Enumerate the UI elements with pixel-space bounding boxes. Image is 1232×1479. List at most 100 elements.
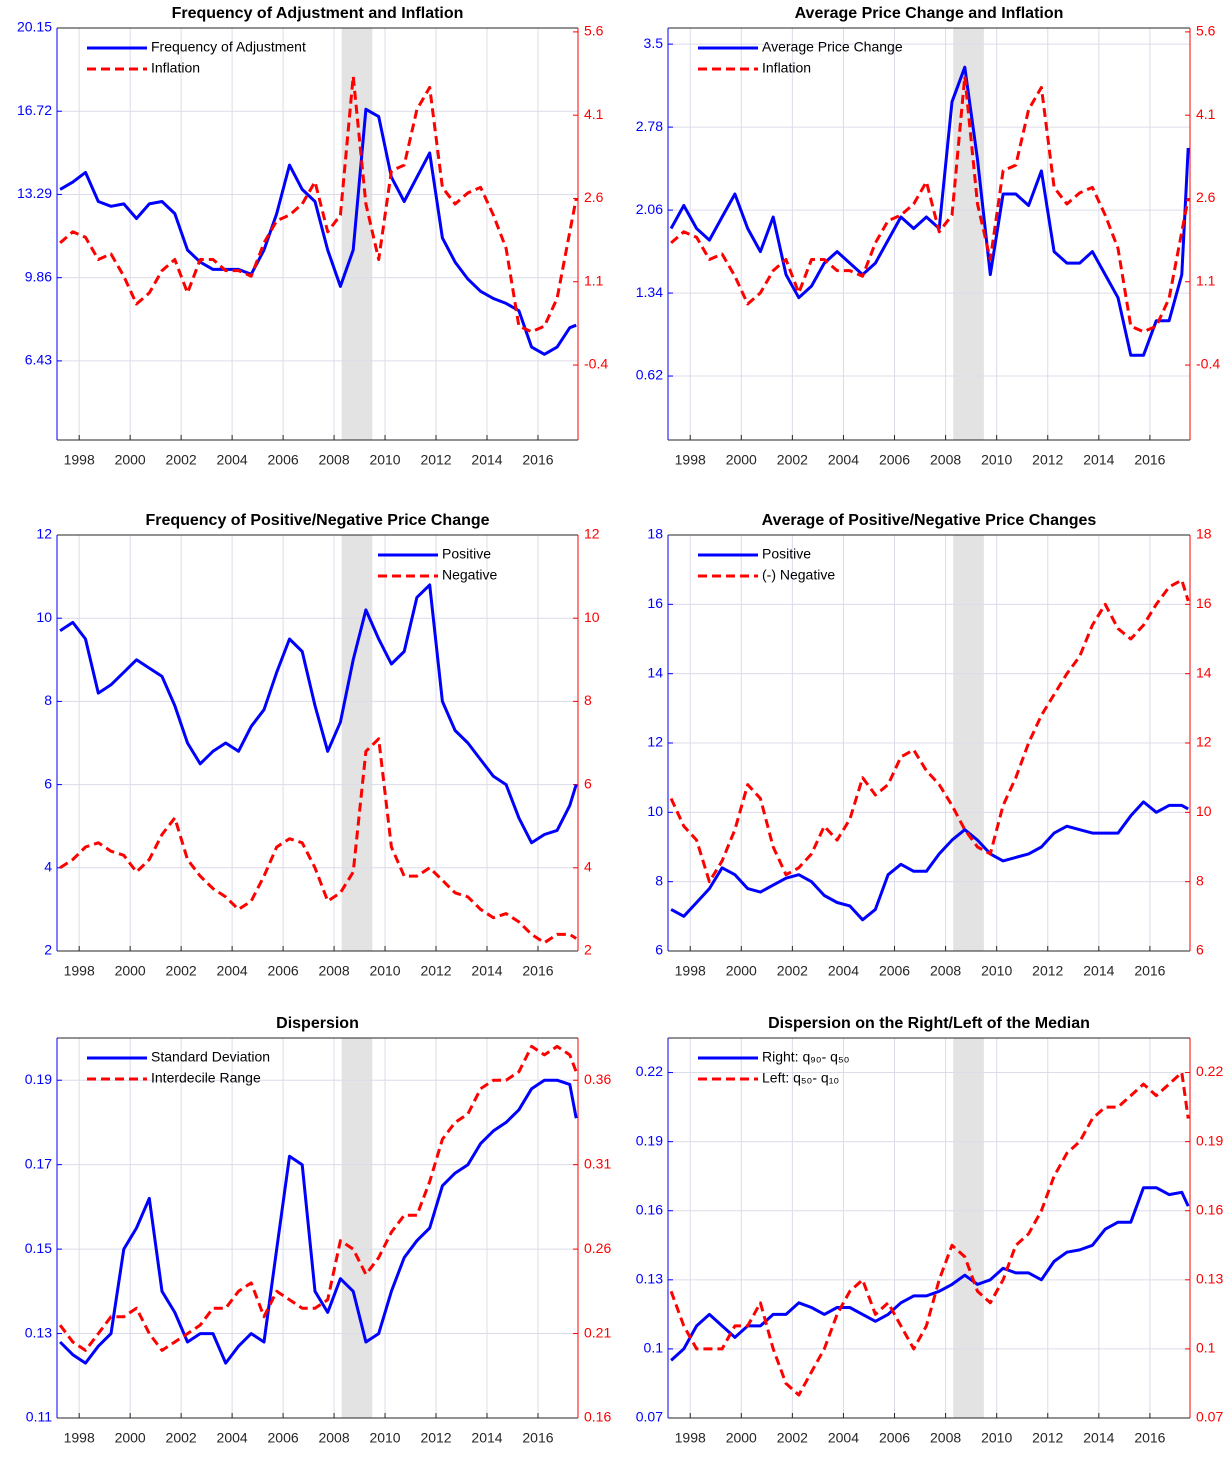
x-tick-label: 2008 (930, 963, 961, 979)
y-tick-label: 8 (44, 692, 52, 708)
y2-tick-label: 0.07 (1196, 1409, 1223, 1425)
legend-label: (-) Negative (762, 567, 835, 583)
y2-tick-label: 0.36 (584, 1071, 611, 1087)
y2-tick-label: 0.1 (1196, 1340, 1216, 1356)
x-tick-label: 2014 (1083, 1430, 1114, 1446)
y-tick-label: 13.29 (17, 185, 52, 201)
x-tick-label: 1998 (675, 963, 706, 979)
y2-tick-label: 4.1 (584, 106, 604, 122)
x-tick-label: 2000 (115, 452, 146, 468)
x-tick-label: 2014 (1083, 452, 1114, 468)
series-line (59, 107, 577, 356)
legend-label: Negative (442, 567, 497, 583)
x-tick-label: 2016 (522, 963, 553, 979)
y2-tick-label: 14 (1196, 664, 1212, 680)
chart-title: Average Price Change and Inflation (795, 5, 1064, 22)
x-tick-label: 2016 (522, 452, 553, 468)
x-tick-label: 2016 (522, 1430, 553, 1446)
y-tick-label: 0.11 (26, 1409, 52, 1425)
y-tick-label: 2 (44, 942, 52, 958)
x-tick-label: 2016 (1134, 963, 1165, 979)
x-tick-label: 2016 (1134, 1430, 1165, 1446)
y-tick-label: 10 (36, 609, 52, 625)
y2-tick-label: 1.1 (1196, 272, 1216, 288)
y-tick-label: 16.72 (17, 102, 52, 118)
x-tick-label: 2002 (166, 452, 197, 468)
x-tick-label: 2012 (420, 963, 451, 979)
y-tick-label: 9.86 (25, 268, 52, 284)
y2-tick-label: 0.31 (584, 1155, 611, 1171)
y-tick-label: 18 (647, 526, 663, 542)
legend-label: Standard Deviation (151, 1049, 270, 1065)
chart-panel: 1998 2000 2002 2004 2006 2008 2010 2012 2014 2016… (36, 512, 599, 978)
x-tick-label: 2000 (115, 1430, 146, 1446)
x-tick-label: 2002 (166, 1430, 197, 1446)
y2-tick-label: 18 (1196, 526, 1212, 542)
legend-label: Right: q₉₀- q₅₀ (762, 1049, 850, 1065)
x-tick-label: 2016 (1134, 452, 1165, 468)
x-tick-label: 2006 (268, 963, 299, 979)
y-tick-label: 4 (44, 859, 52, 875)
legend-label: Left: q₅₀- q₁₀ (762, 1070, 839, 1086)
x-tick-label: 2004 (828, 452, 859, 468)
y2-tick-label: 0.13 (1196, 1271, 1223, 1287)
series-line (59, 583, 578, 845)
x-tick-label: 2014 (471, 452, 502, 468)
x-tick-label: 2004 (217, 452, 248, 468)
x-tick-label: 2002 (777, 963, 808, 979)
recession-shade (341, 535, 373, 951)
y2-tick-label: 0.26 (584, 1240, 611, 1256)
x-tick-label: 2010 (981, 452, 1012, 468)
y2-tick-label: 0.21 (584, 1324, 611, 1340)
y-tick-label: 2.06 (636, 201, 663, 217)
recession-shade (341, 1038, 373, 1418)
legend-label: Inflation (762, 60, 811, 76)
y-tick-label: 20.15 (17, 19, 52, 35)
legend-label: Average Price Change (762, 39, 903, 55)
y2-tick-label: 0.16 (1196, 1201, 1223, 1217)
recession-shade (953, 1038, 984, 1418)
x-tick-label: 2010 (369, 963, 400, 979)
y-tick-label: 0.17 (25, 1155, 52, 1171)
y2-tick-label: 10 (1196, 803, 1212, 819)
x-tick-label: 2000 (726, 1430, 757, 1446)
y2-tick-label: 5.6 (584, 23, 604, 39)
y-tick-label: 12 (36, 526, 52, 542)
y2-tick-label: 4 (584, 859, 592, 875)
y-tick-label: 3.5 (644, 35, 664, 51)
y2-tick-label: 10 (584, 609, 600, 625)
x-tick-label: 2012 (1032, 452, 1063, 468)
chart-title: Dispersion on the Right/Left of the Medi… (768, 1015, 1090, 1032)
y-tick-label: 0.19 (25, 1071, 52, 1087)
x-tick-label: 2008 (318, 963, 349, 979)
y2-tick-label: 2.6 (1196, 189, 1216, 205)
y-tick-label: 6 (44, 775, 52, 791)
x-tick-label: 2000 (726, 452, 757, 468)
legend-label: Positive (442, 546, 491, 562)
x-tick-label: 1998 (675, 452, 706, 468)
y-tick-label: 0.1 (644, 1340, 664, 1356)
x-tick-label: 2012 (1032, 963, 1063, 979)
legend-label: Inflation (151, 60, 200, 76)
x-tick-label: 2004 (828, 1430, 859, 1446)
y-tick-label: 0.07 (636, 1409, 663, 1425)
x-tick-label: 2014 (471, 963, 502, 979)
y2-tick-label: 4.1 (1196, 106, 1216, 122)
x-tick-label: 2006 (268, 1430, 299, 1446)
series-line (59, 737, 578, 945)
x-tick-label: 2006 (879, 963, 910, 979)
chart-panel: 1998 2000 2002 2004 2006 2008 2010 2012 2014 2016… (647, 512, 1211, 978)
y-tick-label: 0.62 (636, 367, 663, 383)
x-tick-label: 2012 (1032, 1430, 1063, 1446)
series-line (59, 74, 578, 334)
y2-tick-label: 0.19 (1196, 1132, 1223, 1148)
x-tick-label: 2010 (981, 963, 1012, 979)
x-tick-label: 2004 (217, 963, 248, 979)
chart-panel: 1998 2000 2002 2004 2006 2008 2010 2012 2014 2016… (636, 5, 1221, 467)
y-tick-label: 0.15 (25, 1240, 52, 1256)
y-tick-label: 12 (647, 734, 663, 750)
x-tick-label: 2010 (369, 1430, 400, 1446)
y2-tick-label: 8 (584, 692, 592, 708)
series-line (669, 65, 1190, 357)
